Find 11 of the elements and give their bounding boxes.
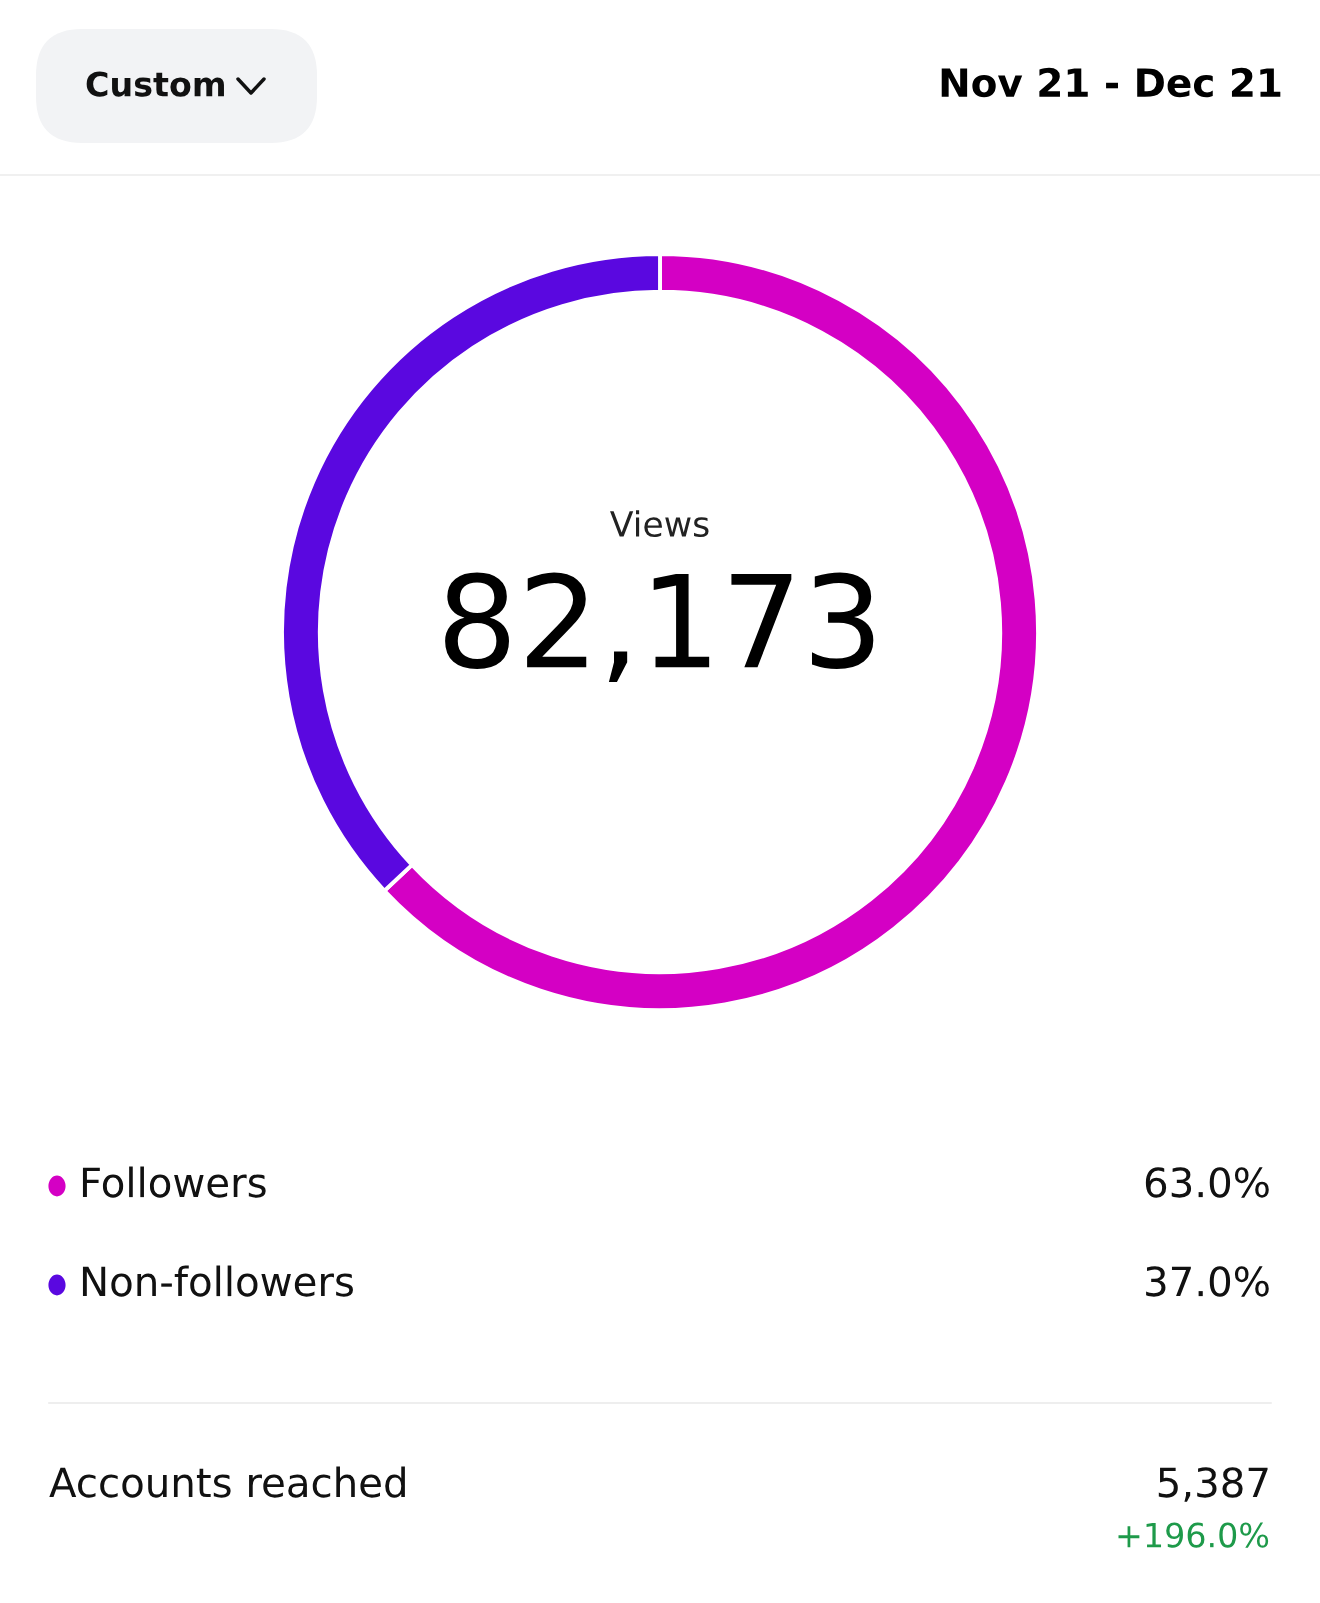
text: Nov 21 - Dec 21 (941, 67, 1281, 98)
text: Views (610, 510, 709, 538)
text: 5,387 (1158, 1467, 1268, 1502)
text: Custom (86, 71, 224, 97)
text: Accounts reached (49, 1466, 405, 1498)
text: 82,173 (445, 572, 874, 683)
text: +196.0% (1118, 1522, 1269, 1548)
legend-label: Followers (82, 1166, 266, 1198)
data-label: 37.0% (1146, 1266, 1269, 1297)
legend-label: Non-followers (82, 1265, 353, 1297)
data-label: 63.0% (1145, 1167, 1269, 1198)
